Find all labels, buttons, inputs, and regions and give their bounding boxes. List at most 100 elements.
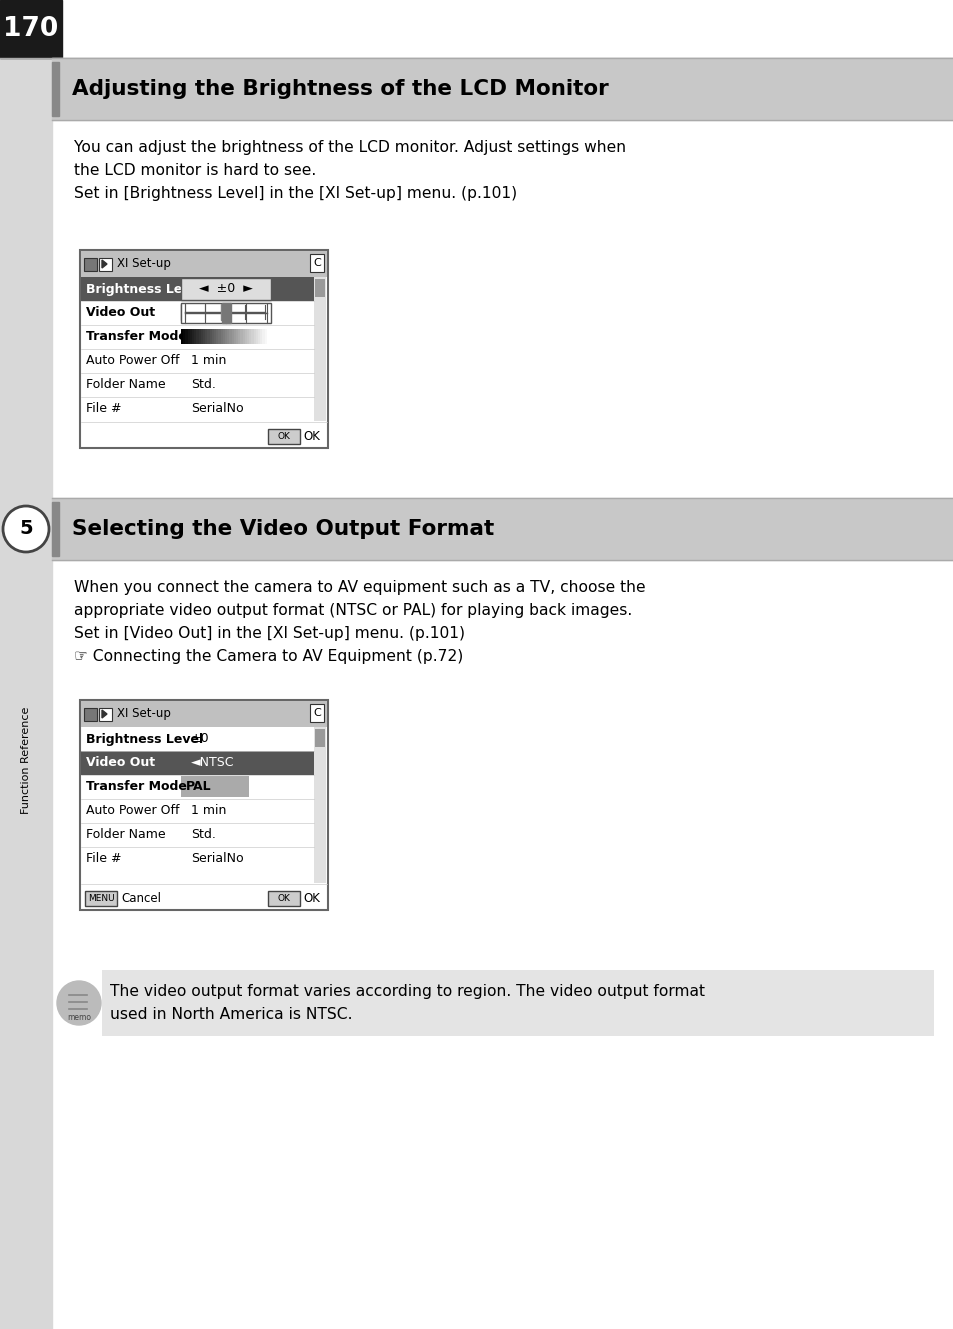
Bar (52, 502, 59, 556)
Bar (99, 707, 112, 720)
Bar (218, 330, 221, 344)
Text: XI Set-up: XI Set-up (117, 258, 171, 271)
Bar (220, 330, 223, 344)
Bar (190, 330, 193, 344)
Text: ±0: ±0 (191, 732, 210, 746)
Bar (314, 727, 326, 882)
Bar (310, 254, 324, 272)
Bar (262, 330, 265, 344)
Text: ☞ Connecting the Camera to AV Equipment (p.72): ☞ Connecting the Camera to AV Equipment … (74, 649, 463, 664)
Bar (205, 330, 208, 344)
Bar (203, 330, 206, 344)
Bar (314, 279, 325, 296)
Text: Cancel: Cancel (121, 892, 161, 905)
Text: PAL: PAL (186, 780, 212, 793)
Text: Video Out: Video Out (86, 756, 155, 769)
Text: Std.: Std. (191, 828, 215, 841)
Bar (314, 730, 325, 747)
Bar (229, 330, 232, 344)
Bar (268, 890, 299, 906)
Bar (207, 330, 210, 344)
Bar (267, 330, 269, 344)
Bar (213, 330, 216, 344)
Bar (192, 330, 194, 344)
Bar (255, 330, 258, 344)
Text: appropriate video output format (NTSC or PAL) for playing back images.: appropriate video output format (NTSC or… (74, 603, 632, 618)
Text: You can adjust the brightness of the LCD monitor. Adjust settings when: You can adjust the brightness of the LCD… (74, 140, 625, 155)
Text: OK: OK (303, 892, 319, 905)
Bar (233, 330, 236, 344)
Bar (264, 330, 267, 344)
Text: Folder Name: Folder Name (86, 379, 166, 392)
Text: Selecting the Video Output Format: Selecting the Video Output Format (71, 520, 494, 540)
Bar (188, 330, 190, 344)
Text: Folder Name: Folder Name (86, 828, 166, 841)
Bar (245, 330, 247, 344)
Bar (196, 330, 199, 344)
Bar (247, 330, 250, 344)
Bar (238, 330, 241, 344)
Text: Transfer Mode: Transfer Mode (86, 780, 187, 793)
Text: 1 min: 1 min (191, 355, 226, 368)
Text: 5: 5 (19, 520, 32, 538)
Bar (185, 330, 188, 344)
Text: 1 min: 1 min (191, 804, 226, 817)
Bar (200, 330, 203, 344)
Text: SerialNo: SerialNo (191, 852, 243, 865)
Bar (257, 330, 260, 344)
Bar (181, 278, 271, 300)
Bar (99, 258, 112, 271)
Bar (0, 0, 62, 58)
Text: File #: File # (86, 852, 121, 865)
Bar (181, 330, 184, 344)
Text: File #: File # (86, 403, 121, 416)
Text: memo: memo (67, 1013, 91, 1022)
Bar (52, 58, 953, 120)
Text: OK: OK (303, 431, 319, 443)
Text: Brightness Lev: Brightness Lev (86, 283, 191, 295)
Polygon shape (102, 710, 107, 718)
Bar (225, 330, 228, 344)
Bar (181, 303, 271, 323)
Bar (260, 330, 263, 344)
Text: Transfer Mode: Transfer Mode (86, 331, 187, 343)
Text: MENU: MENU (88, 894, 114, 902)
Text: ◄NTSC: ◄NTSC (191, 756, 234, 769)
Bar (221, 304, 230, 320)
Bar (242, 330, 245, 344)
Circle shape (57, 981, 101, 1025)
Text: Auto Power Off: Auto Power Off (86, 804, 179, 817)
Bar (210, 330, 213, 344)
Text: When you connect the camera to AV equipment such as a TV, choose the: When you connect the camera to AV equipm… (74, 579, 645, 595)
Bar (85, 890, 117, 906)
Text: Brightness Level: Brightness Level (86, 732, 203, 746)
Circle shape (3, 506, 49, 552)
Bar (81, 700, 327, 727)
Bar (80, 700, 328, 910)
Text: Adjusting the Brightness of the LCD Monitor: Adjusting the Brightness of the LCD Moni… (71, 78, 608, 98)
Bar (232, 330, 234, 344)
Bar (52, 62, 59, 116)
Text: the LCD monitor is hard to see.: the LCD monitor is hard to see. (74, 163, 315, 178)
Bar (81, 276, 314, 300)
Bar (212, 330, 214, 344)
Polygon shape (102, 260, 107, 268)
Bar (216, 330, 218, 344)
Bar (80, 250, 328, 448)
Bar (252, 330, 253, 344)
Text: The video output format varies according to region. The video output format: The video output format varies according… (110, 983, 704, 999)
Bar (249, 330, 252, 344)
Text: used in North America is NTSC.: used in North America is NTSC. (110, 1007, 352, 1022)
Text: C: C (313, 258, 320, 268)
Bar (268, 429, 299, 444)
Text: OK: OK (277, 894, 290, 902)
Bar (84, 258, 97, 271)
Text: Std.: Std. (191, 379, 215, 392)
Bar (181, 304, 269, 320)
Bar (84, 707, 97, 720)
Text: OK: OK (277, 432, 290, 441)
Text: Function Reference: Function Reference (21, 706, 30, 813)
Bar (253, 330, 256, 344)
Text: ◄  ±0  ►: ◄ ±0 ► (199, 283, 253, 295)
Text: XI Set-up: XI Set-up (117, 707, 171, 720)
